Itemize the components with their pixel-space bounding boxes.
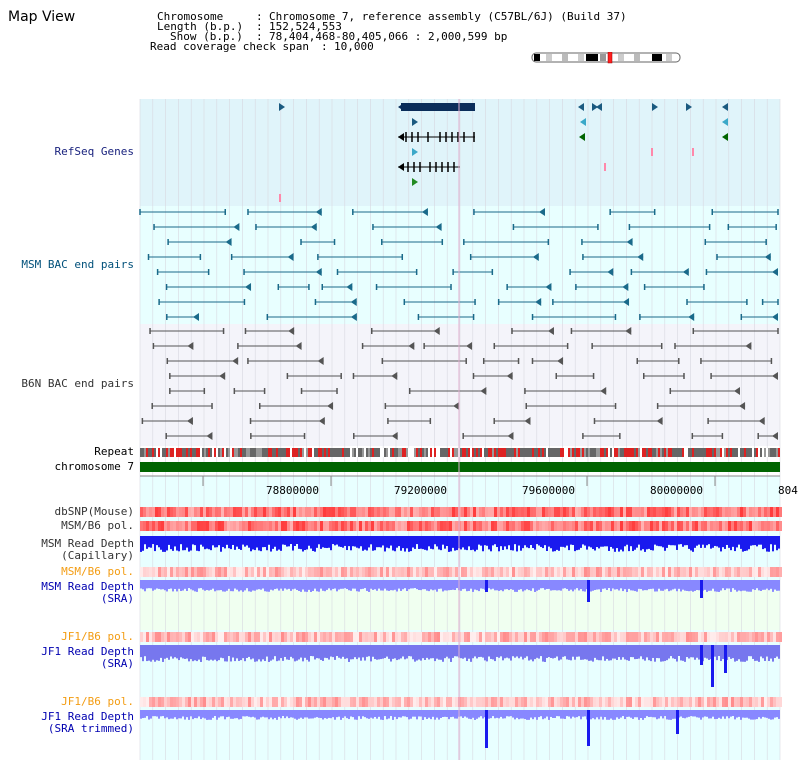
msm-bac-end-pairs bbox=[139, 208, 779, 321]
axis-tick-label: 79200000 bbox=[394, 484, 447, 497]
track-label-dbsnp[interactable]: dbSNP(Mouse) bbox=[54, 505, 134, 518]
refseq-gene-models bbox=[279, 103, 728, 202]
header-show-value: 78,404,468-80,405,066 : 2,000,599 bp bbox=[269, 30, 508, 43]
header-length-sep: : bbox=[256, 20, 263, 33]
header-span-key: Read coverage check span bbox=[150, 40, 309, 53]
header-chromosome-value: Chromosome 7, reference assembly (C57BL/… bbox=[269, 10, 627, 23]
track-label-b6n-bac[interactable]: B6N BAC end pairs bbox=[21, 377, 134, 390]
track-label-msm-b6-pol-2[interactable]: MSM/B6 pol. bbox=[61, 565, 134, 578]
header-span-sep: : bbox=[321, 40, 328, 53]
header-chromosome-key: Chromosome bbox=[157, 10, 224, 23]
polymorphism-heat-rows bbox=[140, 507, 782, 707]
axis-tick-label: 79600000 bbox=[522, 484, 575, 497]
b6n-bac-end-pairs bbox=[141, 327, 779, 440]
track-label-jf1-b6-pol-2[interactable]: JF1/B6 pol. bbox=[61, 695, 134, 708]
track-label-msm-bac[interactable]: MSM BAC end pairs bbox=[21, 258, 134, 271]
page-title: Map View bbox=[8, 9, 76, 25]
header-length-key: Length (b.p.) bbox=[157, 20, 244, 33]
chromosome-bar bbox=[140, 462, 780, 472]
track-label-repeat[interactable]: Repeat bbox=[94, 445, 134, 458]
track-label-chromosome[interactable]: chromosome 7 bbox=[54, 460, 134, 473]
header-show-sep: : bbox=[256, 30, 263, 43]
track-label-jf1-depth-sra[interactable]: JF1 Read Depth bbox=[41, 645, 134, 658]
repeat-track bbox=[140, 448, 780, 457]
axis-tick-label: 78800000 bbox=[266, 484, 319, 497]
track-label-msm-b6-pol[interactable]: MSM/B6 pol. bbox=[61, 519, 134, 532]
track-label-msm-depth-cap-sub: (Capillary) bbox=[61, 549, 134, 562]
header-chromosome-sep: : bbox=[256, 10, 263, 23]
track-label-jf1-b6-pol[interactable]: JF1/B6 pol. bbox=[61, 630, 134, 643]
header-length-value: 152,524,553 bbox=[269, 20, 342, 33]
track-label-refseq[interactable]: RefSeq Genes bbox=[54, 145, 134, 158]
axis-tick-label: 804 bbox=[778, 484, 798, 497]
track-label-msm-depth-sra[interactable]: MSM Read Depth bbox=[41, 580, 134, 593]
position-axis: 78800000 79200000 79600000 80000000 804 bbox=[140, 475, 798, 497]
track-label-msm-depth-cap[interactable]: MSM Read Depth bbox=[41, 537, 134, 550]
chromosome-ideogram[interactable] bbox=[528, 52, 688, 66]
axis-tick-label: 80000000 bbox=[650, 484, 703, 497]
track-label-jf1-depth-trim[interactable]: JF1 Read Depth bbox=[41, 710, 134, 723]
track-label-jf1-depth-trim-sub: (SRA trimmed) bbox=[47, 722, 134, 735]
track-label-msm-depth-sra-sub: (SRA) bbox=[100, 592, 134, 605]
track-label-jf1-depth-sra-sub: (SRA) bbox=[100, 657, 134, 670]
header-span-value: 10,000 bbox=[334, 40, 374, 53]
header-show-key: Show (b.p.) bbox=[170, 30, 243, 43]
